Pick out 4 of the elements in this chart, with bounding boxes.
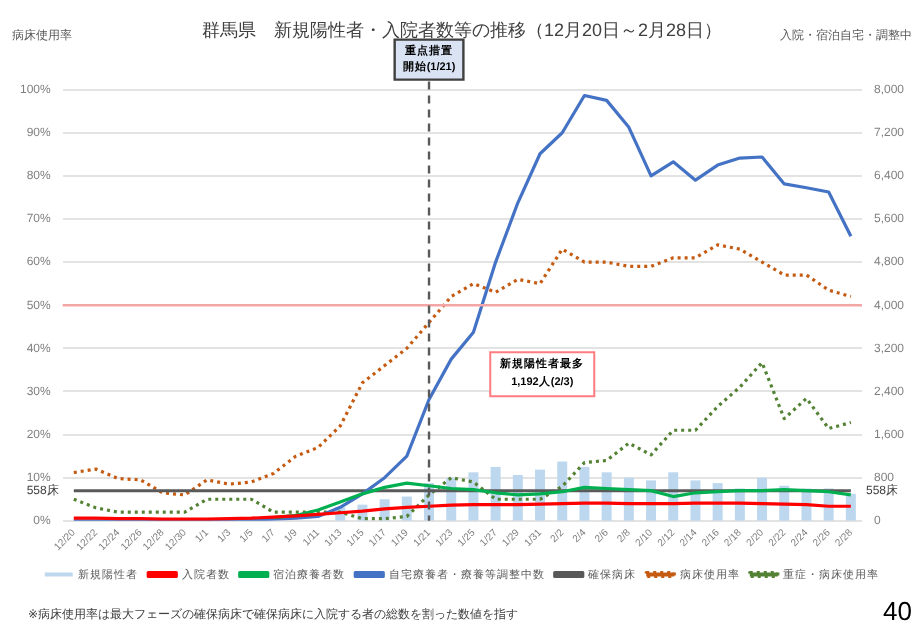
line-series — [72, 243, 853, 497]
text: 40 — [883, 596, 912, 626]
line-series — [72, 360, 853, 521]
chart-title: 群馬県 新規陽性者・入院者数等の推移（12月20日～2月28日） — [201, 19, 723, 40]
